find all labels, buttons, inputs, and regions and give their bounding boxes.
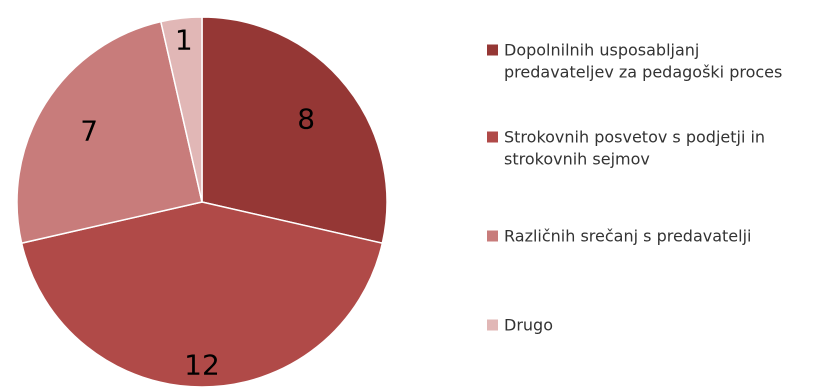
pie-data-label: 12 [184, 348, 220, 381]
pie-data-labels: 8 12 7 1 [80, 24, 315, 382]
legend-item: Strokovnih posvetov s podjetji in strokov… [487, 128, 765, 169]
pie-data-label: 7 [80, 115, 98, 148]
legend-label: Drugo [504, 316, 553, 335]
pie-slice [16, 20, 203, 245]
legend-label: Različnih srečanj s predavatelji [504, 227, 751, 246]
legend-label: Strokovnih posvetov s podjetji in [504, 128, 765, 147]
pie-slices [16, 16, 388, 387]
legend-label: predavateljev za pedagoški proces [504, 63, 782, 82]
legend-swatch [487, 319, 498, 331]
legend-item: Drugo [487, 316, 553, 335]
legend-swatch [487, 131, 498, 143]
legend: Dopolnilnih usposabljanj predavateljev za… [487, 41, 782, 335]
legend-swatch [487, 230, 498, 242]
pie-data-label: 1 [175, 24, 193, 57]
legend-swatch [487, 44, 498, 56]
pie-slice [201, 16, 388, 245]
pie-slice [20, 201, 384, 387]
pie-slice [159, 16, 203, 203]
legend-item: Različnih srečanj s predavatelji [487, 227, 751, 246]
legend-item: Dopolnilnih usposabljanj predavateljev za… [487, 41, 782, 82]
legend-label: Dopolnilnih usposabljanj [504, 41, 699, 60]
pie-data-label: 8 [297, 102, 315, 135]
legend-label: strokovnih sejmov [504, 150, 650, 169]
